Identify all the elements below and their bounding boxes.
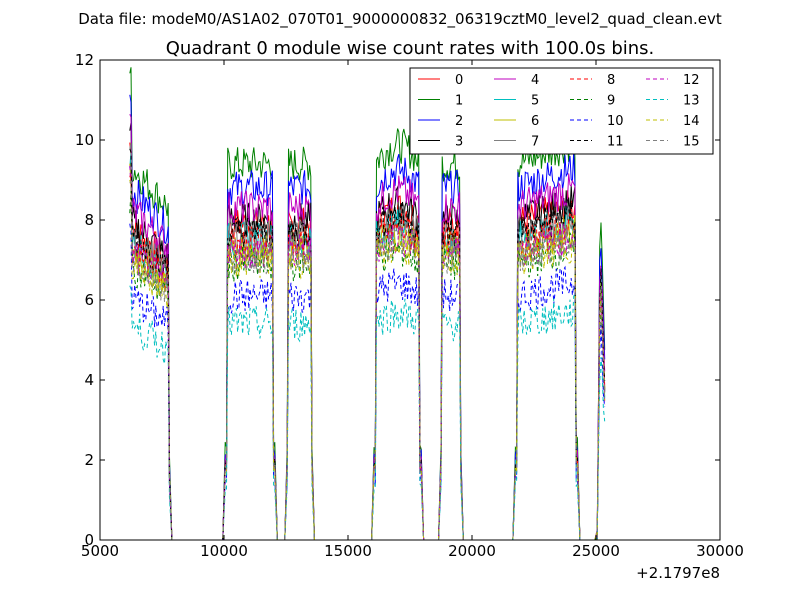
- x-tick-label: 10000: [200, 542, 248, 560]
- legend-label-1: 1: [455, 94, 463, 109]
- y-tick-label: 8: [84, 211, 94, 229]
- chart-title: Quadrant 0 module wise count rates with …: [166, 38, 655, 59]
- y-tick-label: 12: [75, 51, 94, 69]
- y-tick-label: 4: [84, 371, 94, 389]
- legend-label-9: 9: [607, 94, 615, 109]
- x-offset-label: +2.1797e8: [636, 564, 720, 582]
- legend-label-11: 11: [607, 135, 624, 150]
- series-line-5: [129, 151, 606, 541]
- legend-label-4: 4: [531, 73, 539, 88]
- x-tick-label: 25000: [572, 542, 620, 560]
- legend-label-6: 6: [531, 114, 539, 129]
- series-line-10: [129, 223, 606, 541]
- y-tick-label: 0: [84, 531, 94, 549]
- legend-label-7: 7: [531, 135, 539, 150]
- legend-label-13: 13: [683, 94, 700, 109]
- legend-label-15: 15: [683, 135, 700, 150]
- series-line-6: [129, 163, 606, 541]
- series-line-13: [129, 285, 606, 541]
- legend-label-8: 8: [607, 73, 615, 88]
- x-tick-label: 15000: [324, 542, 372, 560]
- y-tick-label: 6: [84, 291, 94, 309]
- series-line-12: [129, 165, 606, 541]
- x-tick-label: 20000: [448, 542, 496, 560]
- legend-box: [409, 67, 714, 155]
- legend-label-2: 2: [455, 114, 463, 129]
- y-tick-label: 2: [84, 451, 94, 469]
- legend-label-14: 14: [683, 114, 700, 129]
- x-tick-label: 30000: [696, 542, 744, 560]
- legend-label-10: 10: [607, 114, 624, 129]
- legend-label-5: 5: [531, 94, 539, 109]
- series-line-8: [129, 172, 606, 541]
- data-file-label: Data file: modeM0/AS1A02_070T01_90000008…: [78, 10, 722, 29]
- x-tick-label: 5000: [81, 542, 119, 560]
- y-tick-label: 10: [75, 131, 94, 149]
- legend-label-12: 12: [683, 73, 700, 88]
- series-line-11: [129, 148, 606, 541]
- legend-label-3: 3: [455, 135, 463, 150]
- legend-label-0: 0: [455, 73, 463, 88]
